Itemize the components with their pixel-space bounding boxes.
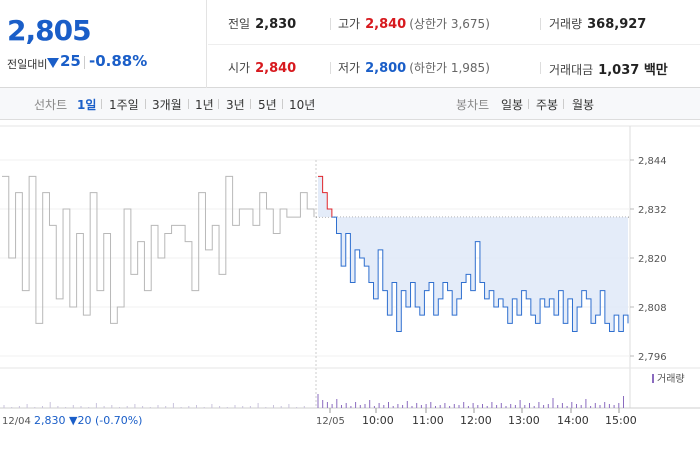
y-tick-label: 2,832 bbox=[638, 205, 667, 216]
x-tick-label: 10:00 bbox=[362, 414, 394, 427]
y-tick-label: 2,796 bbox=[638, 352, 667, 363]
divider bbox=[540, 62, 541, 74]
divider bbox=[145, 99, 146, 109]
volume-label: 거래량 bbox=[549, 17, 583, 31]
today-line-above bbox=[318, 175, 333, 218]
divider bbox=[218, 99, 219, 109]
volume-value: 368,927 bbox=[587, 17, 647, 32]
candle-monthly[interactable]: 월봉 bbox=[572, 98, 595, 112]
candle-chart-title: 봉차트 bbox=[456, 98, 490, 112]
period-3year[interactable]: 3년 bbox=[226, 98, 245, 112]
x-tick-label: 14:00 bbox=[557, 414, 589, 427]
high-label: 고가 bbox=[338, 17, 361, 31]
open-cell: 시가 2,840 bbox=[228, 59, 296, 76]
x-tick-label: 12:00 bbox=[460, 414, 492, 427]
divider bbox=[84, 56, 85, 69]
y-tick-label: 2,820 bbox=[638, 254, 667, 265]
row-divider bbox=[208, 44, 700, 45]
x-tick-label: 12/05 bbox=[316, 416, 345, 427]
line-chart-title: 선차트 bbox=[34, 98, 68, 112]
intraday-price-chart[interactable]: 2,844 2,832 2,820 2,808 2,796 거래량 12/04 12/05 10… bbox=[0, 120, 700, 450]
volume-legend-swatch bbox=[652, 374, 654, 383]
divider bbox=[101, 99, 102, 109]
lower-limit: (하한가 1,985) bbox=[409, 61, 490, 75]
amount-cell: 거래대금 1,037 백만 bbox=[549, 59, 668, 78]
x-tick-label: 13:00 bbox=[508, 414, 540, 427]
change-value: 25 bbox=[60, 52, 81, 70]
period-1week[interactable]: 1주일 bbox=[109, 98, 139, 112]
volume-cell: 거래량 368,927 bbox=[549, 15, 646, 32]
open-label: 시가 bbox=[228, 61, 251, 75]
prev-day-summary: 2,830 ▼20 (-0.70%) bbox=[34, 414, 142, 427]
period-1day[interactable]: 1일 bbox=[77, 98, 97, 112]
current-price: 2,805 bbox=[7, 14, 92, 47]
x-tick-label: 15:00 bbox=[605, 414, 637, 427]
amount-value: 1,037 백만 bbox=[598, 63, 668, 78]
divider bbox=[188, 99, 189, 109]
prev-close-label: 전일 bbox=[228, 17, 251, 31]
low-label: 저가 bbox=[338, 61, 361, 75]
high-value: 2,840 bbox=[365, 17, 407, 32]
period-1year[interactable]: 1년 bbox=[195, 98, 214, 112]
stock-summary-panel: 2,805 전일대비 25 -0.88% 전일 2,830 고가 2,840 (상한가… bbox=[0, 0, 700, 88]
divider bbox=[563, 99, 564, 109]
volume-legend: 거래량 bbox=[657, 373, 685, 385]
today-line-below bbox=[331, 216, 629, 332]
divider bbox=[528, 99, 529, 109]
down-triangle-icon bbox=[47, 58, 59, 68]
divider bbox=[330, 18, 331, 30]
x-tick-label: 11:00 bbox=[412, 414, 444, 427]
upper-limit: (상한가 3,675) bbox=[409, 17, 490, 31]
low-value: 2,800 bbox=[365, 61, 407, 76]
y-tick-label: 2,844 bbox=[638, 156, 667, 167]
price-block: 2,805 전일대비 25 -0.88% bbox=[0, 0, 207, 88]
divider bbox=[330, 62, 331, 74]
period-10year[interactable]: 10년 bbox=[289, 98, 316, 112]
candle-weekly[interactable]: 주봉 bbox=[536, 98, 559, 112]
amount-label: 거래대금 bbox=[549, 63, 594, 77]
low-cell: 저가 2,800 (하한가 1,985) bbox=[338, 59, 490, 76]
period-selector-bar: 선차트 1일 1주일 3개월 1년 3년 5년 10년 봉차트 일봉 주봉 월봉 bbox=[0, 88, 700, 120]
divider bbox=[540, 18, 541, 30]
change-label: 전일대비 bbox=[7, 58, 48, 71]
prev-day-line bbox=[2, 175, 315, 324]
below-prev-close-area bbox=[318, 176, 628, 332]
period-3month[interactable]: 3개월 bbox=[152, 98, 182, 112]
prev-close-cell: 전일 2,830 bbox=[228, 15, 296, 32]
divider bbox=[250, 99, 251, 109]
candle-daily[interactable]: 일봉 bbox=[501, 98, 524, 112]
x-tick-label: 12/04 bbox=[2, 416, 31, 427]
high-cell: 고가 2,840 (상한가 3,675) bbox=[338, 15, 490, 32]
change-percent: -0.88% bbox=[89, 52, 148, 70]
prev-close-value: 2,830 bbox=[255, 17, 297, 32]
y-tick-label: 2,808 bbox=[638, 303, 667, 314]
open-value: 2,840 bbox=[255, 61, 297, 76]
divider bbox=[282, 99, 283, 109]
period-5year[interactable]: 5년 bbox=[258, 98, 277, 112]
